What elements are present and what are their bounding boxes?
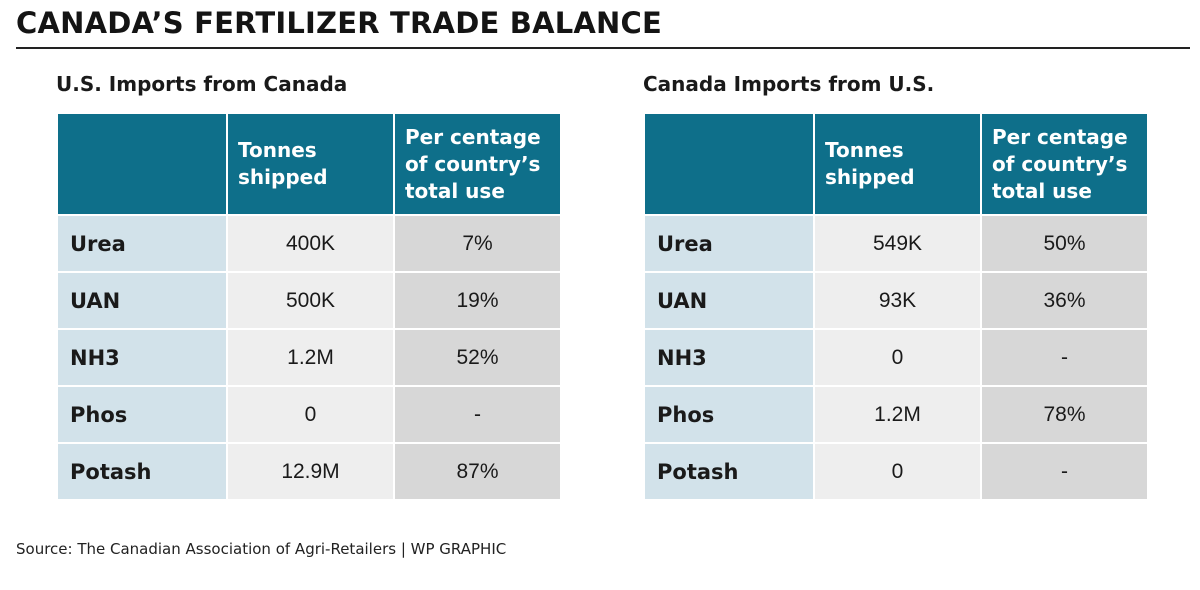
table-row: Potash 0- [643, 442, 1149, 501]
header-row: Tonnes shipped Per centage of country’s … [643, 112, 1149, 216]
table-row: Urea 549K 50% [643, 214, 1149, 273]
tonnes-cell: 549K [813, 214, 982, 273]
percentage-cell: 78% [980, 385, 1149, 444]
row-label-cell: Phos [643, 385, 815, 444]
tonnes-cell: 0 [813, 442, 982, 501]
panel-title-canada-imports: Canada Imports from U.S. [643, 72, 935, 96]
tonnes-cell: 12.9M [226, 442, 395, 501]
tonnes-cell: 0 [813, 328, 982, 387]
table-row: UAN 500K 19% [56, 271, 562, 330]
percentage-cell: 50% [980, 214, 1149, 273]
header-corner-cell [643, 112, 815, 216]
table-row: Urea 400K 7% [56, 214, 562, 273]
header-tonnes-shipped: Tonnes shipped [226, 112, 395, 216]
table-row: UAN 93K 36% [643, 271, 1149, 330]
panel-title-us-imports: U.S. Imports from Canada [56, 72, 348, 96]
percentage-cell: - [980, 328, 1149, 387]
percentage-cell: - [393, 385, 562, 444]
header-percentage-total-use: Per centage of country’s total use [393, 112, 562, 216]
percentage-cell: 7% [393, 214, 562, 273]
table-row: NH3 1.2M 52% [56, 328, 562, 387]
percentage-cell: 36% [980, 271, 1149, 330]
table-row: Potash 12.9M 87% [56, 442, 562, 501]
source-credit: Source: The Canadian Association of Agri… [16, 540, 507, 558]
header-tonnes-shipped: Tonnes shipped [813, 112, 982, 216]
table-row: Phos 1.2M 78% [643, 385, 1149, 444]
row-label-cell: UAN [643, 271, 815, 330]
row-label-cell: Urea [643, 214, 815, 273]
tonnes-cell: 0 [226, 385, 395, 444]
row-label-cell: Potash [643, 442, 815, 501]
tonnes-cell: 1.2M [226, 328, 395, 387]
table-row: NH3 0- [643, 328, 1149, 387]
row-label-cell: NH3 [56, 328, 228, 387]
percentage-cell: 87% [393, 442, 562, 501]
row-label-cell: Phos [56, 385, 228, 444]
row-label-cell: Potash [56, 442, 228, 501]
row-label-cell: UAN [56, 271, 228, 330]
tonnes-cell: 93K [813, 271, 982, 330]
table-canada-imports-from-us: Tonnes shipped Per centage of country’s … [643, 112, 1149, 501]
header-percentage-total-use: Per centage of country’s total use [980, 112, 1149, 216]
tonnes-cell: 500K [226, 271, 395, 330]
percentage-cell: 52% [393, 328, 562, 387]
table-row: Phos 0- [56, 385, 562, 444]
title-rule [16, 47, 1190, 49]
row-label-cell: Urea [56, 214, 228, 273]
header-corner-cell [56, 112, 228, 216]
percentage-cell: - [980, 442, 1149, 501]
header-row: Tonnes shipped Per centage of country’s … [56, 112, 562, 216]
row-label-cell: NH3 [643, 328, 815, 387]
percentage-cell: 19% [393, 271, 562, 330]
tonnes-cell: 1.2M [813, 385, 982, 444]
page-title: CANADA’S FERTILIZER TRADE BALANCE [16, 6, 663, 40]
tonnes-cell: 400K [226, 214, 395, 273]
table-us-imports-from-canada: Tonnes shipped Per centage of country’s … [56, 112, 562, 501]
